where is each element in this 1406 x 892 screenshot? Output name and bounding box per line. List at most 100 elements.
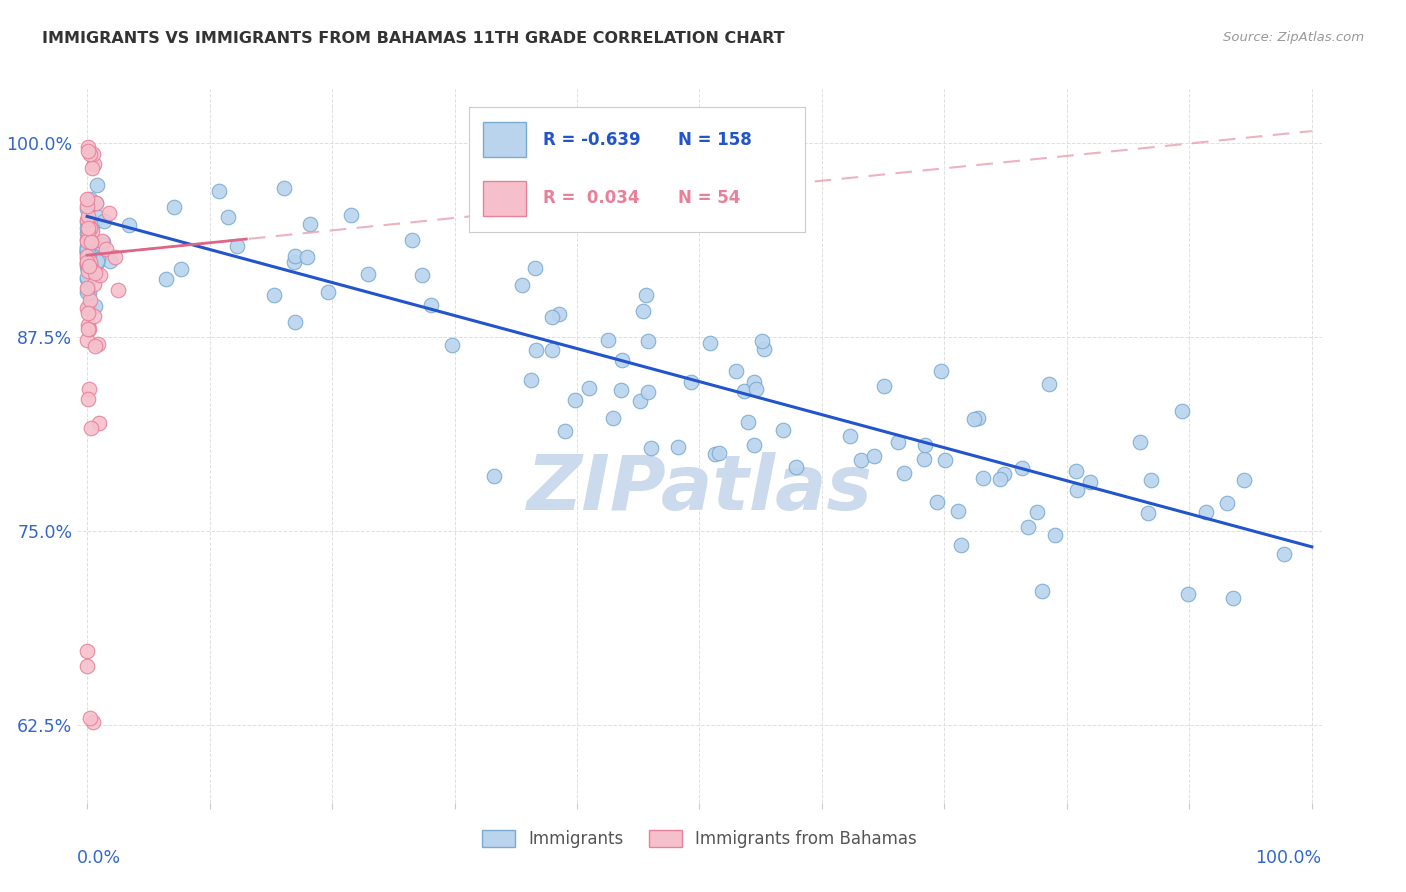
Text: 100.0%: 100.0% — [1256, 849, 1322, 867]
Point — [77, 219, 100, 234]
Point — [76, 202, 98, 216]
Point — [1017, 519, 1039, 533]
Point — [83, 339, 105, 353]
Point — [79, 254, 101, 268]
Point — [733, 384, 755, 399]
Point — [97, 206, 120, 220]
Point — [1064, 464, 1087, 478]
Point — [79, 236, 101, 251]
Point — [990, 472, 1012, 486]
Point — [76, 239, 98, 253]
Text: ZIPatlas: ZIPatlas — [526, 452, 873, 525]
Point — [77, 248, 100, 262]
Point — [752, 343, 775, 357]
Point — [79, 147, 101, 161]
Point — [80, 224, 103, 238]
Point — [554, 424, 576, 438]
Point — [547, 306, 569, 320]
Text: 0.0%: 0.0% — [77, 849, 121, 867]
Point — [77, 259, 100, 273]
Point — [482, 468, 505, 483]
Point — [76, 247, 98, 261]
Point — [89, 416, 111, 430]
Point — [77, 245, 100, 260]
Point — [929, 364, 952, 378]
Point — [83, 277, 105, 291]
Point — [76, 333, 98, 347]
Point — [80, 260, 103, 274]
Point — [946, 503, 969, 517]
Point — [79, 243, 101, 257]
Point — [76, 263, 98, 277]
Point — [77, 246, 100, 260]
Point — [76, 392, 98, 407]
Point — [893, 466, 915, 480]
Point — [155, 272, 177, 286]
Point — [411, 268, 433, 283]
Point — [849, 453, 872, 467]
Point — [83, 157, 105, 171]
Point — [77, 225, 100, 239]
Point — [76, 264, 98, 278]
Point — [79, 235, 101, 250]
Point — [564, 393, 586, 408]
Point — [1171, 404, 1194, 418]
Point — [839, 429, 862, 443]
Point — [79, 224, 101, 238]
Point — [76, 257, 98, 271]
Point — [1140, 473, 1163, 487]
Point — [631, 304, 654, 318]
Point — [87, 337, 110, 351]
Point — [77, 228, 100, 243]
Point — [510, 278, 533, 293]
Point — [886, 434, 908, 449]
Legend: Immigrants, Immigrants from Bahamas: Immigrants, Immigrants from Bahamas — [475, 823, 924, 855]
Point — [76, 659, 98, 673]
Point — [972, 470, 994, 484]
Point — [298, 217, 321, 231]
Point — [79, 234, 101, 248]
Point — [77, 260, 100, 275]
Point — [77, 236, 100, 251]
Point — [1066, 483, 1088, 498]
Point — [91, 235, 114, 249]
Point — [76, 243, 98, 257]
Point — [524, 261, 547, 276]
Point — [1222, 591, 1244, 606]
Point — [77, 322, 100, 336]
Point — [76, 262, 98, 277]
Point — [77, 227, 100, 241]
Point — [419, 298, 441, 312]
Point — [725, 364, 748, 378]
Point — [640, 441, 662, 455]
Point — [86, 196, 108, 211]
Point — [1272, 548, 1295, 562]
Point — [98, 253, 121, 268]
Point — [107, 283, 129, 297]
Point — [79, 269, 101, 284]
Point — [519, 373, 541, 387]
Point — [737, 415, 759, 429]
Point — [77, 299, 100, 313]
Point — [79, 219, 101, 233]
Point — [1216, 496, 1239, 510]
Point — [76, 270, 98, 285]
Point — [208, 184, 231, 198]
Point — [79, 237, 101, 252]
Point — [79, 293, 101, 308]
Point — [578, 380, 600, 394]
Point — [86, 256, 108, 270]
Point — [751, 334, 773, 348]
Point — [745, 382, 768, 396]
Point — [637, 384, 659, 399]
Text: Source: ZipAtlas.com: Source: ZipAtlas.com — [1223, 31, 1364, 45]
Point — [80, 219, 103, 233]
Point — [86, 178, 108, 192]
Point — [76, 272, 98, 286]
Point — [598, 333, 620, 347]
Point — [628, 394, 651, 409]
Point — [666, 440, 689, 454]
Point — [79, 711, 101, 725]
Point — [76, 140, 98, 154]
Point — [80, 235, 103, 249]
